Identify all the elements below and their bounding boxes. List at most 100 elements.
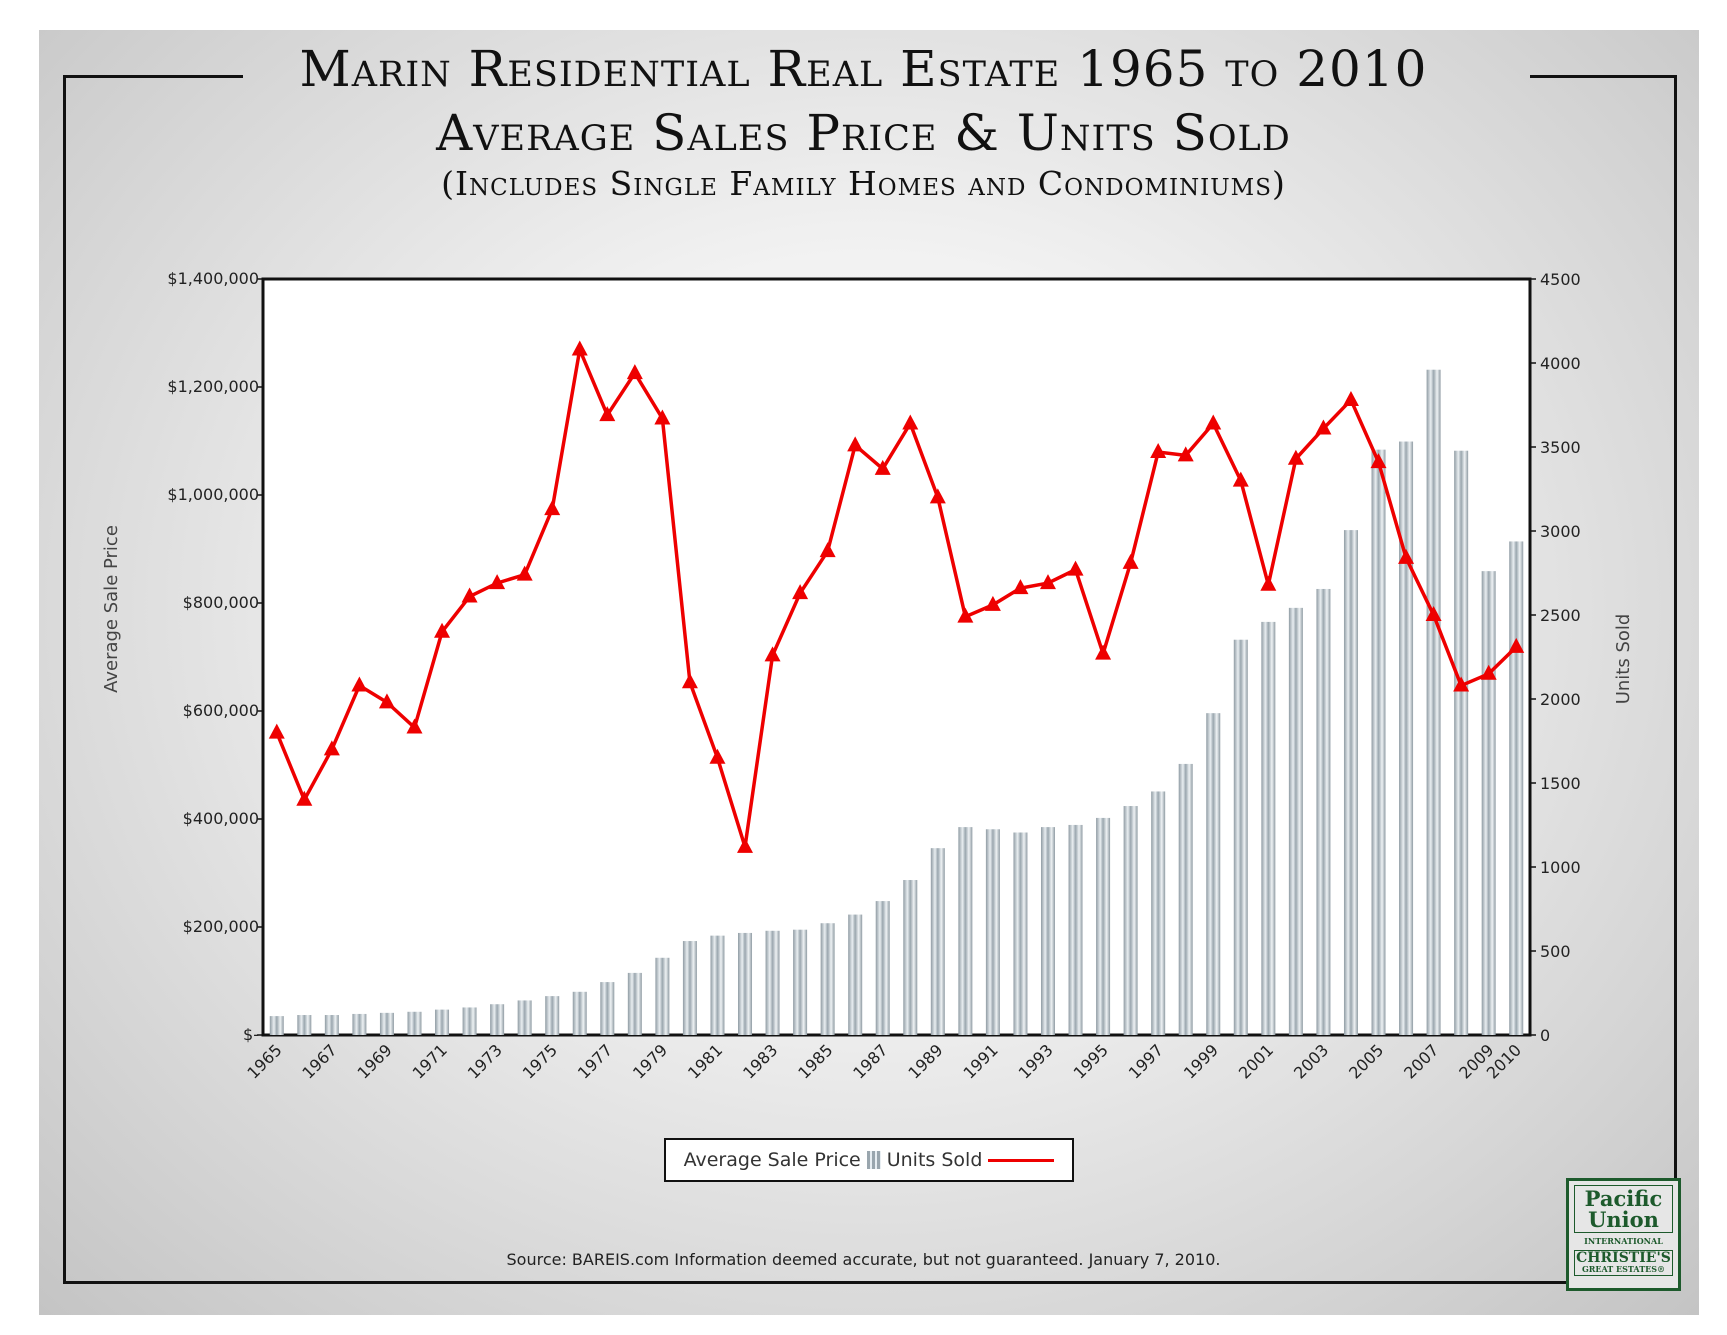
bar-1968 — [352, 1013, 367, 1035]
x-tick-label: 1969 — [354, 1040, 396, 1082]
y2-axis-label: Units Sold — [1613, 614, 1634, 705]
bar-1991 — [985, 829, 1000, 1035]
line-marker-1991 — [984, 595, 1001, 611]
line-marker-2002 — [1287, 449, 1304, 465]
bar-1980 — [682, 941, 697, 1035]
y-tick-label: $200,000 — [183, 917, 259, 936]
bar-1999 — [1206, 713, 1221, 1035]
legend: Average Sale Price Units Sold — [664, 1138, 1074, 1182]
bar-2005 — [1371, 449, 1386, 1035]
bar-1990 — [958, 827, 973, 1035]
x-tick-label: 1973 — [464, 1040, 506, 1082]
units-sold-line — [275, 343, 1518, 848]
bar-1983 — [765, 930, 780, 1035]
bar-2000 — [1233, 639, 1248, 1035]
x-tick-label: 1997 — [1125, 1040, 1167, 1082]
y2-tick-label: 2500 — [1540, 606, 1581, 625]
y2-tick-label: 4500 — [1540, 270, 1581, 289]
bar-1984 — [793, 929, 808, 1035]
line-marker-1971 — [434, 622, 451, 638]
x-tick-label: 2001 — [1235, 1040, 1277, 1082]
y2-tick-label: 3000 — [1540, 522, 1581, 541]
line-marker-2010 — [1508, 637, 1525, 653]
legend-line-label: Units Sold — [886, 1149, 983, 1171]
line-marker-1972 — [461, 587, 478, 603]
line-marker-1981 — [709, 748, 726, 764]
plot-area — [261, 277, 1532, 1037]
source-note: Source: BAREIS.com Information deemed ac… — [506, 1250, 1221, 1269]
line-marker-1985 — [819, 542, 836, 558]
bar-1986 — [848, 914, 863, 1035]
line-marker-1974 — [516, 565, 533, 581]
y-tick-label: $800,000 — [183, 593, 259, 612]
line-marker-1977 — [599, 406, 616, 422]
bar-1966 — [297, 1015, 312, 1035]
bar-2006 — [1399, 441, 1414, 1035]
bar-1997 — [1151, 791, 1166, 1035]
bar-1976 — [572, 991, 587, 1035]
line-marker-2009 — [1480, 664, 1497, 680]
line-marker-2008 — [1453, 676, 1470, 692]
bar-1989 — [930, 848, 945, 1035]
bar-1967 — [324, 1015, 339, 1035]
y-axis-label: Average Sale Price — [101, 525, 122, 693]
bar-2004 — [1343, 530, 1358, 1035]
x-tick-label: 1999 — [1180, 1040, 1222, 1082]
line-marker-1986 — [847, 436, 864, 452]
bar-2002 — [1288, 607, 1303, 1035]
bar-2009 — [1481, 571, 1496, 1035]
bar-2007 — [1426, 369, 1441, 1036]
line-marker-1989 — [929, 488, 946, 504]
bar-1975 — [545, 996, 560, 1035]
line-marker-1968 — [351, 676, 368, 692]
legend-bar-swatch — [866, 1151, 881, 1169]
y2-tick-label: 500 — [1540, 942, 1571, 961]
line-marker-1983 — [764, 646, 781, 662]
line-marker-1993 — [1039, 574, 1056, 590]
y2-tick-label: 0 — [1540, 1026, 1550, 1045]
bar-1973 — [490, 1004, 505, 1035]
bar-2010 — [1509, 541, 1524, 1035]
bar-1972 — [462, 1007, 477, 1035]
y-tick-label: $1,200,000 — [167, 377, 259, 396]
line-marker-1987 — [874, 459, 891, 475]
x-tick-label: 2005 — [1345, 1040, 1387, 1082]
line-marker-1994 — [1067, 560, 1084, 576]
bar-1969 — [379, 1012, 394, 1035]
y2-tick-label: 3500 — [1540, 438, 1581, 457]
y-tick-label: $400,000 — [183, 809, 259, 828]
chart-subtitle-note: (Includes Single Family Homes and Condom… — [441, 164, 1286, 203]
line-marker-2001 — [1260, 575, 1277, 591]
line-marker-2003 — [1315, 419, 1332, 435]
bar-1978 — [627, 972, 642, 1035]
bar-2001 — [1261, 621, 1276, 1035]
line-marker-2007 — [1425, 606, 1442, 621]
y2-tick-label: 1000 — [1540, 858, 1581, 877]
y-tick-label: $1,000,000 — [167, 485, 259, 504]
line-marker-1992 — [1012, 579, 1029, 595]
bar-1998 — [1178, 763, 1193, 1035]
line-marker-1982 — [737, 837, 754, 853]
line-marker-1973 — [489, 574, 506, 590]
bar-1988 — [903, 880, 918, 1035]
line-marker-1979 — [654, 409, 671, 425]
bar-1971 — [435, 1009, 450, 1035]
frame-top-left — [63, 75, 243, 78]
y2-tick-label: 2000 — [1540, 690, 1581, 709]
bar-1981 — [710, 935, 725, 1035]
bar-1985 — [820, 923, 835, 1035]
bar-1995 — [1096, 817, 1111, 1035]
x-tick-label: 1991 — [960, 1040, 1002, 1082]
bar-1970 — [407, 1011, 422, 1035]
bar-2003 — [1316, 588, 1331, 1035]
y2-tick-label: 1500 — [1540, 774, 1581, 793]
line-marker-1997 — [1150, 443, 1167, 459]
x-tick-label: 1989 — [904, 1040, 946, 1082]
line-marker-1998 — [1177, 446, 1194, 462]
line-marker-1995 — [1095, 644, 1112, 660]
bar-1987 — [875, 901, 890, 1035]
y-tick-label: $600,000 — [183, 701, 259, 720]
line-marker-2004 — [1342, 390, 1359, 406]
x-tick-label: 1977 — [574, 1040, 616, 1082]
line-marker-1996 — [1122, 553, 1139, 569]
